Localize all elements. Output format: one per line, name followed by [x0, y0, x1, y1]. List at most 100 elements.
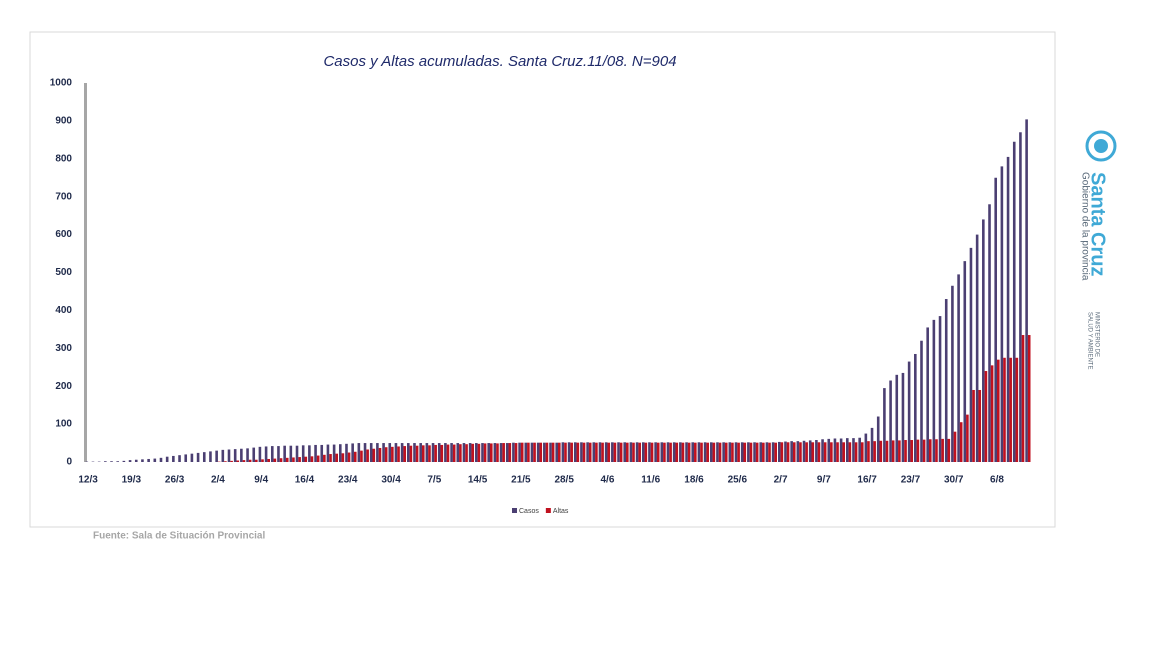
bar: [255, 459, 258, 462]
bar: [990, 365, 994, 462]
bar: [910, 440, 914, 462]
bar: [450, 443, 453, 462]
bar: [573, 442, 577, 462]
bar: [499, 443, 503, 462]
bar: [273, 458, 277, 462]
bar: [468, 443, 472, 462]
bar: [1009, 357, 1012, 462]
bar: [685, 442, 688, 462]
bar: [935, 439, 938, 462]
bar: [397, 446, 400, 462]
bar: [520, 442, 524, 462]
bar: [415, 445, 419, 462]
bar: [753, 442, 756, 462]
bar: [310, 456, 314, 462]
bar: [487, 443, 490, 462]
bar: [122, 460, 126, 462]
bar: [431, 443, 435, 462]
bar: [110, 461, 113, 462]
logo-name: Santa Cruz: [1087, 172, 1109, 276]
bar: [391, 446, 394, 462]
bar: [184, 454, 188, 462]
bar: [527, 442, 530, 462]
bar: [353, 451, 357, 462]
bar: [270, 446, 274, 462]
bar: [811, 442, 815, 462]
bar: [190, 453, 194, 462]
bar: [580, 442, 583, 462]
bar: [444, 443, 447, 462]
bar: [718, 442, 722, 462]
bar: [536, 442, 540, 462]
bar: [790, 441, 793, 462]
bar: [1000, 166, 1004, 462]
bar: [400, 443, 404, 462]
bar: [267, 458, 270, 462]
bar: [345, 443, 348, 462]
y-tick-label: 300: [55, 343, 72, 354]
logo-emblem: [1085, 130, 1117, 162]
x-tick-label: 30/7: [944, 475, 964, 486]
bar: [116, 461, 120, 462]
x-tick-label: 9/7: [817, 475, 831, 486]
bar: [654, 442, 657, 462]
bar: [641, 442, 645, 462]
bar: [564, 442, 567, 462]
bar: [672, 442, 676, 462]
bar: [768, 442, 771, 462]
bar: [240, 448, 243, 462]
bar: [889, 380, 892, 462]
bar: [376, 443, 379, 462]
bar: [1019, 132, 1022, 462]
bar: [700, 442, 703, 462]
bar: [533, 442, 536, 462]
bar: [774, 442, 778, 462]
bar: [508, 443, 512, 462]
bar: [854, 442, 858, 462]
bar: [434, 444, 437, 462]
bar: [996, 359, 1000, 462]
bar: [731, 442, 734, 462]
bar: [656, 442, 660, 462]
bar: [289, 445, 293, 462]
bar: [833, 438, 837, 462]
x-tick-label: 14/5: [468, 475, 488, 486]
bar: [663, 442, 666, 462]
bar: [159, 457, 163, 462]
bar: [957, 274, 960, 462]
bar: [382, 443, 385, 462]
x-tick-label: 2/7: [774, 475, 788, 486]
x-tick-label: 16/7: [857, 475, 877, 486]
bar: [363, 443, 367, 462]
bar: [941, 438, 944, 462]
bar: [817, 442, 821, 462]
bar: [147, 458, 150, 462]
bar: [916, 439, 920, 462]
bar: [747, 442, 750, 462]
bar: [224, 461, 227, 462]
bar: [728, 442, 732, 462]
x-tick-label: 26/3: [165, 475, 185, 486]
bar: [792, 442, 796, 462]
bar: [679, 442, 682, 462]
bar: [592, 442, 596, 462]
bar: [638, 442, 641, 462]
bar: [1012, 141, 1016, 462]
bar: [489, 443, 493, 462]
bar: [740, 442, 744, 462]
source: Fuente: Sala de Situación Provincial: [93, 531, 265, 542]
y-tick-label: 100: [55, 419, 72, 430]
y-tick-label: 800: [55, 153, 72, 164]
bar: [938, 316, 942, 462]
bar: [786, 442, 790, 462]
bar: [1021, 335, 1025, 462]
bar: [904, 440, 907, 462]
x-tick-label: 11/6: [641, 475, 660, 486]
bar: [972, 389, 975, 462]
bar: [815, 440, 818, 462]
bar: [128, 460, 132, 462]
bar: [860, 442, 864, 462]
x-tick-label: 28/5: [554, 475, 574, 486]
bar: [827, 438, 831, 462]
